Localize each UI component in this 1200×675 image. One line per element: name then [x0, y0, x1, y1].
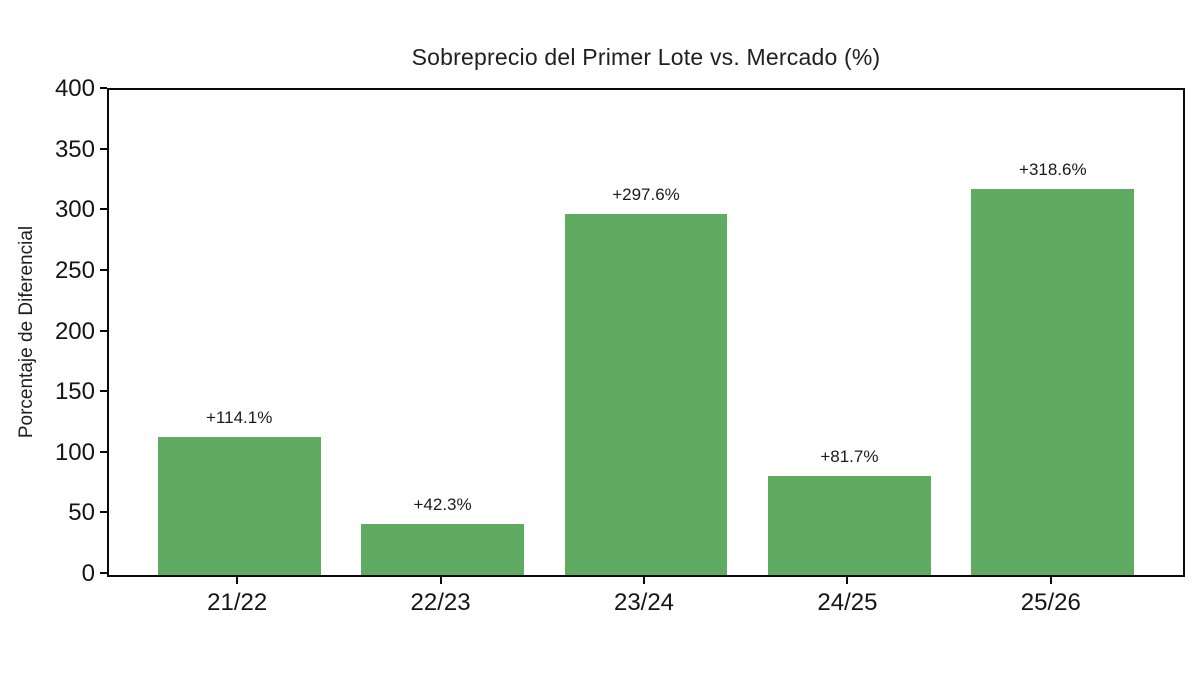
- x-tick-mark: [643, 577, 645, 584]
- bar-value-label: +81.7%: [820, 446, 879, 466]
- y-tick-mark: [100, 511, 107, 514]
- chart-title: Sobreprecio del Primer Lote vs. Mercado …: [411, 44, 881, 70]
- bar-value-label: +114.1%: [206, 407, 273, 427]
- x-tick-label: 23/24: [613, 589, 675, 616]
- y-tick-mark: [100, 208, 107, 211]
- bar: [564, 214, 728, 575]
- y-tick-label: 0: [81, 560, 95, 587]
- y-tick-mark: [100, 147, 107, 150]
- y-tick-label: 100: [54, 438, 95, 466]
- plot-area: +114.1% +42.3% +297.6% +81.7% +318.6%: [107, 88, 1185, 577]
- x-tick-mark: [846, 577, 849, 584]
- y-tick-label: 50: [68, 499, 95, 527]
- y-tick-mark: [100, 268, 107, 271]
- bar: [971, 188, 1135, 575]
- x-tick-label: 22/23: [410, 589, 471, 616]
- x-tick-label: 21/22: [207, 589, 268, 616]
- bar-value-label: +42.3%: [413, 494, 472, 514]
- x-tick-label: 24/25: [817, 589, 878, 616]
- y-tick-mark: [100, 390, 107, 393]
- y-tick-label: 150: [54, 378, 95, 406]
- x-tick-mark: [439, 577, 442, 584]
- bar-value-label: +318.6%: [1019, 159, 1087, 179]
- x-tick-mark: [236, 577, 239, 584]
- bar: [768, 475, 931, 575]
- y-tick-label: 200: [54, 317, 95, 345]
- y-tick-mark: [100, 572, 107, 574]
- y-tick-mark: [100, 87, 107, 89]
- y-tick-mark: [100, 450, 107, 453]
- y-tick-label: 300: [54, 196, 95, 224]
- y-tick-label: 250: [54, 256, 95, 284]
- x-tick-label: 25/26: [1020, 589, 1081, 616]
- bar-value-label: +297.6%: [612, 185, 680, 205]
- y-tick-label: 350: [54, 135, 95, 163]
- bar: [157, 436, 321, 575]
- y-tick-mark: [100, 329, 107, 332]
- x-tick-mark: [1049, 577, 1052, 584]
- bar: [361, 523, 524, 575]
- y-tick-label: 400: [54, 75, 95, 102]
